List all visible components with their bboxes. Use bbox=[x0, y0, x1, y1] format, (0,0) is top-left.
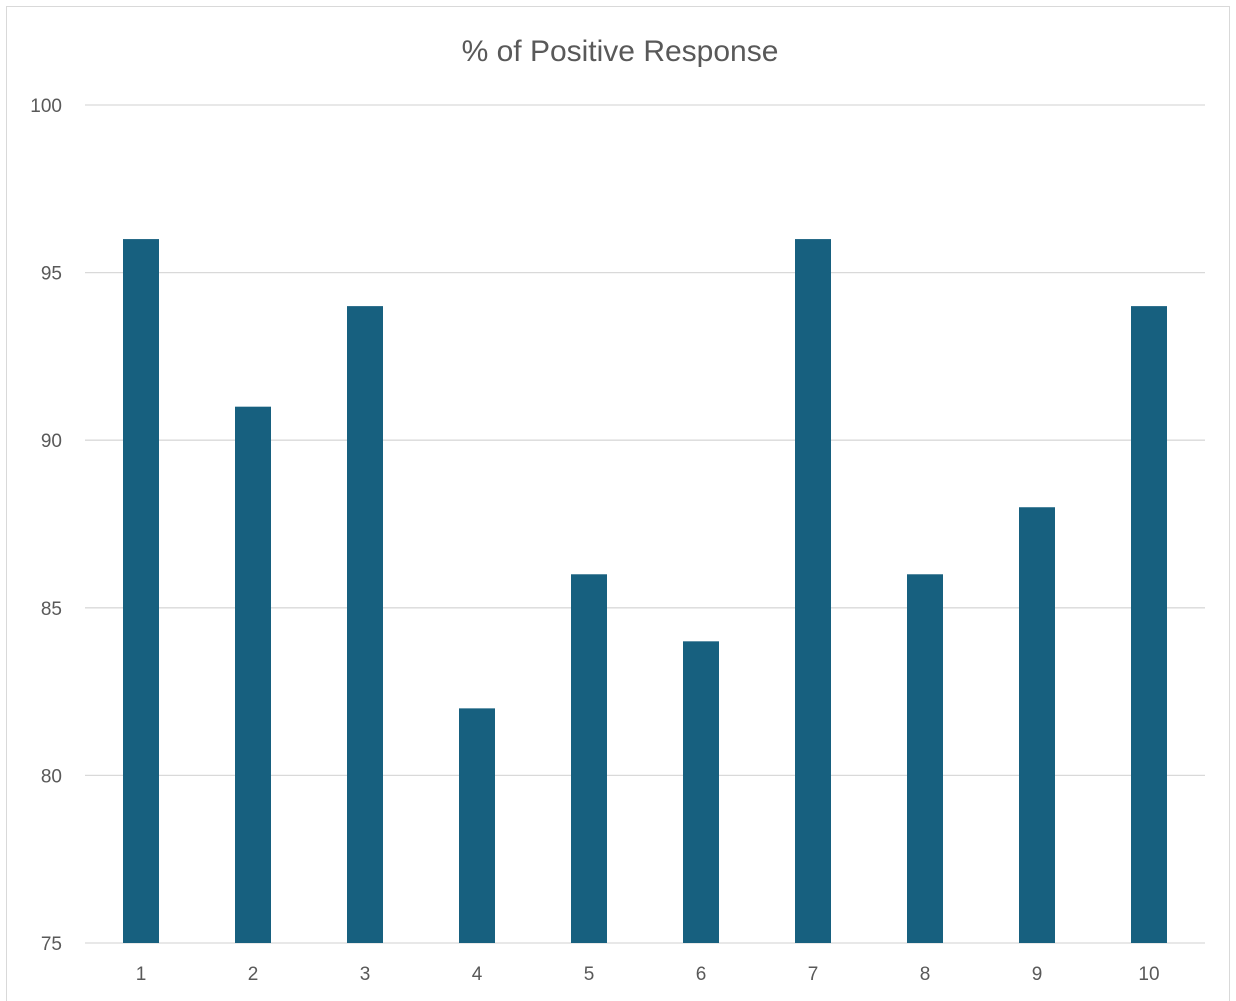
bar-10 bbox=[1131, 306, 1167, 943]
bar-2 bbox=[235, 406, 271, 943]
bars bbox=[123, 239, 1167, 943]
y-axis-ticks: 75 80 85 90 95 100 bbox=[30, 96, 62, 955]
bar-8 bbox=[907, 574, 943, 943]
bar-9 bbox=[1019, 507, 1055, 943]
bar-7 bbox=[795, 239, 831, 943]
x-tick-label: 3 bbox=[360, 964, 371, 985]
x-tick-label: 7 bbox=[808, 964, 819, 985]
y-tick-label: 95 bbox=[41, 264, 62, 285]
x-tick-label: 1 bbox=[136, 964, 147, 985]
x-tick-label: 6 bbox=[696, 964, 707, 985]
x-tick-label: 5 bbox=[584, 964, 595, 985]
x-axis-ticks: 1 2 3 4 5 6 7 8 9 10 bbox=[136, 964, 1160, 985]
x-tick-label: 2 bbox=[248, 964, 259, 985]
y-tick-label: 80 bbox=[41, 766, 62, 787]
y-tick-label: 90 bbox=[41, 431, 62, 452]
y-tick-label: 85 bbox=[41, 599, 62, 620]
bar-3 bbox=[347, 306, 383, 943]
y-tick-label: 100 bbox=[30, 96, 62, 117]
bar-1 bbox=[123, 239, 159, 943]
x-tick-label: 9 bbox=[1032, 964, 1043, 985]
bar-5 bbox=[571, 574, 607, 943]
x-tick-label: 10 bbox=[1138, 964, 1159, 985]
gridlines bbox=[85, 104, 1205, 944]
bar-6 bbox=[683, 641, 719, 943]
x-tick-label: 4 bbox=[472, 964, 483, 985]
bar-4 bbox=[459, 708, 495, 943]
x-tick-label: 8 bbox=[920, 964, 931, 985]
y-tick-label: 75 bbox=[41, 934, 62, 955]
chart-title: % of Positive Response bbox=[462, 35, 779, 68]
